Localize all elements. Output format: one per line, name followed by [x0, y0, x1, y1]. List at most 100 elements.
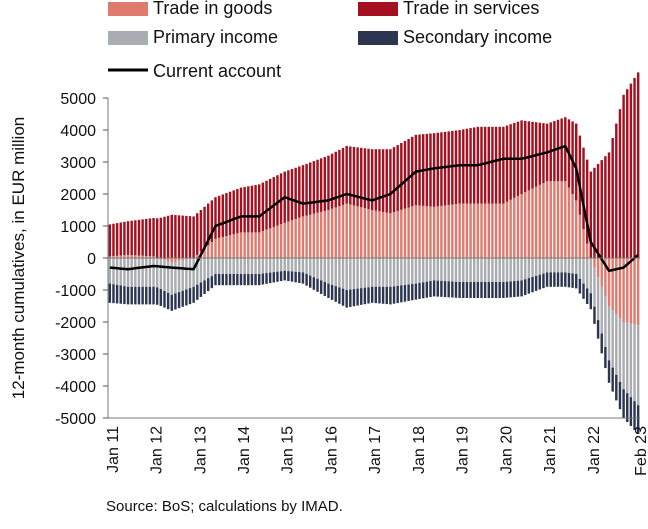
bar-segment	[553, 181, 556, 258]
bar-segment	[334, 258, 337, 287]
bar-segment	[429, 258, 432, 282]
bar-segment	[268, 258, 272, 273]
bar-segment	[152, 258, 155, 287]
bar-segment	[108, 224, 112, 257]
bar-segment	[370, 286, 374, 303]
bar-segment	[214, 238, 217, 258]
bar-segment	[268, 178, 272, 229]
bar-segment	[181, 215, 184, 258]
bar-segment	[374, 149, 378, 211]
bar-segment	[265, 180, 268, 230]
bar-segment	[618, 318, 622, 382]
bar-segment	[553, 272, 556, 287]
bar-segment	[400, 258, 403, 286]
bar-segment	[618, 109, 622, 258]
bar-segment	[389, 258, 392, 287]
bar-segment	[250, 258, 254, 274]
bar-segment	[309, 275, 312, 288]
legend-label: Trade in services	[403, 0, 539, 18]
bar-segment	[349, 204, 352, 258]
bar-segment	[290, 271, 294, 282]
bar-segment	[272, 177, 276, 227]
bar-segment	[276, 225, 279, 258]
bar-segment	[225, 274, 228, 286]
bar-segment	[523, 192, 527, 258]
bar-segment	[451, 281, 454, 298]
bar-segment	[206, 203, 210, 246]
bar-segment	[611, 310, 614, 368]
bar-segment	[166, 258, 170, 262]
bar-segment	[301, 216, 305, 258]
bar-segment	[298, 217, 301, 258]
bar-segment	[225, 236, 228, 258]
bar-segment	[316, 278, 319, 292]
bar-segment	[480, 203, 483, 258]
bar-segment	[356, 258, 359, 289]
bar-segment	[629, 83, 633, 258]
bar-segment	[188, 288, 192, 305]
legend: Trade in goods Trade in services Primary i…	[108, 0, 552, 81]
bar-segment	[276, 258, 279, 272]
bar-segment	[378, 286, 381, 304]
bar-segment	[505, 258, 509, 282]
y-tick-label: 3000	[60, 155, 96, 172]
bar-segment	[378, 211, 381, 258]
y-tick-label: 5000	[60, 91, 96, 108]
bar-segment	[261, 231, 265, 258]
bar-segment	[392, 258, 396, 287]
bar-segment	[265, 229, 268, 258]
bar-segment	[575, 274, 578, 289]
bar-segment	[582, 147, 585, 230]
bar-segment	[254, 232, 257, 258]
bar-segment	[148, 286, 152, 305]
bar-segment	[436, 206, 439, 258]
bar-segment	[440, 280, 443, 297]
bar-segment	[360, 258, 363, 289]
bar-segment	[556, 258, 560, 273]
bar-segment	[549, 258, 552, 273]
bar-segment	[447, 281, 450, 298]
bar-segment	[316, 212, 319, 258]
bar-segment	[462, 129, 465, 204]
bar-segment	[513, 122, 516, 198]
bar-segment	[298, 272, 301, 283]
bar-segment	[130, 286, 133, 305]
bar-segment	[185, 289, 188, 306]
bar-segment	[141, 255, 144, 258]
bar-segment	[163, 290, 166, 308]
bar-segment	[502, 258, 505, 282]
bar-segment	[385, 212, 388, 258]
legend-swatch	[108, 2, 148, 16]
bar-segment	[225, 193, 228, 237]
bar-segment	[636, 325, 640, 406]
bar-segment	[123, 255, 126, 258]
bar-segment	[469, 203, 472, 258]
bar-segment	[330, 284, 334, 300]
bar-segment	[123, 258, 126, 287]
bar-segment	[352, 205, 356, 258]
bar-segment	[367, 148, 370, 210]
bar-segment	[582, 283, 585, 299]
bar-segment	[542, 273, 545, 289]
bar-segment	[115, 284, 119, 304]
axes: 5000 4000 3000 2000 1000 0 -1000 -2000 -3000 -400…	[55, 91, 648, 476]
bar-segment	[257, 274, 261, 286]
bar-segment	[305, 215, 308, 258]
bar-segment	[247, 186, 250, 233]
bar-segment	[363, 148, 367, 209]
bar-segment	[276, 175, 279, 226]
bar-segment	[626, 393, 629, 422]
bar-segment	[356, 206, 359, 258]
bar-segment	[472, 282, 476, 298]
bar-segment	[250, 274, 254, 286]
bar-segment	[185, 258, 188, 260]
bar-segment	[589, 293, 593, 310]
bar-segment	[611, 138, 614, 258]
bar-segment	[622, 258, 625, 322]
bar-segment	[447, 204, 450, 258]
bar-segment	[560, 272, 563, 287]
bar-segment	[170, 214, 173, 258]
bar-segment	[254, 274, 257, 286]
bar-segment	[334, 207, 337, 258]
bar-segment	[181, 290, 184, 307]
